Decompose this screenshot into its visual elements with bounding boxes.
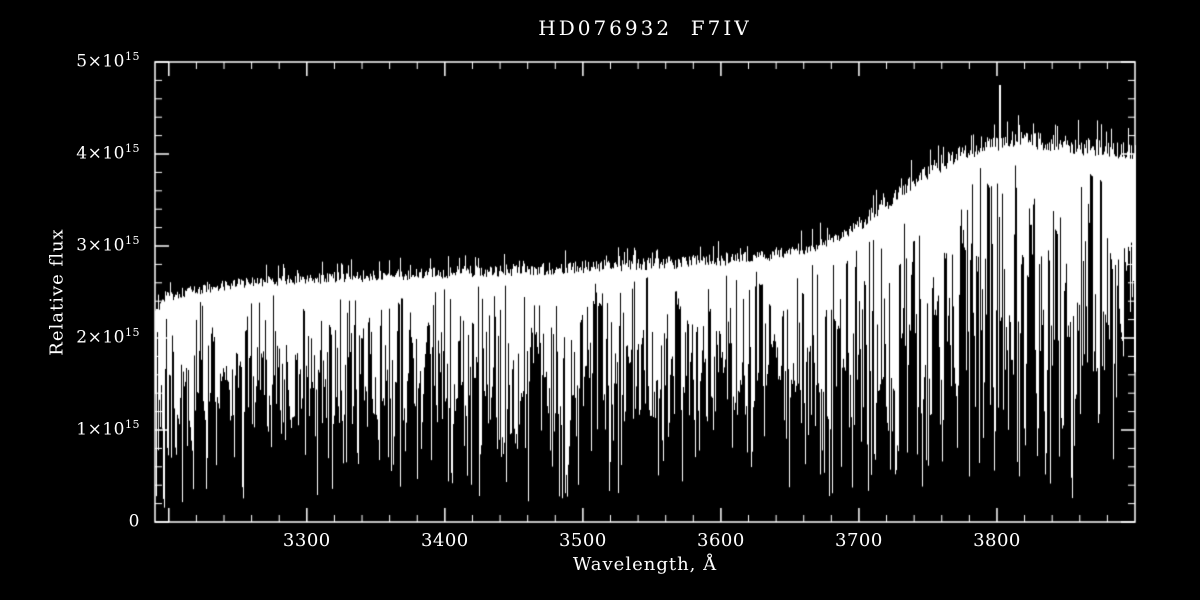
tick-mantissa: 0 xyxy=(128,511,140,532)
tick-exponent: 15 xyxy=(125,326,140,340)
x-axis-tick-label: 3500 xyxy=(558,530,607,551)
y-axis-tick-label: 4×1015 xyxy=(76,142,140,164)
y-axis-tick-label: 2×1015 xyxy=(76,326,140,348)
x-axis-tick-label: 3300 xyxy=(282,530,331,551)
tick-exponent: 15 xyxy=(125,50,140,64)
tick-mantissa: 2×10 xyxy=(76,327,125,348)
y-axis-tick-label: 5×1015 xyxy=(76,50,140,72)
tick-mantissa: 5×10 xyxy=(76,51,125,72)
tick-mantissa: 1×10 xyxy=(76,419,125,440)
tick-mantissa: 4×10 xyxy=(76,143,125,164)
x-axis-tick-label: 3700 xyxy=(835,530,883,551)
chart-title: HD076932 F7IV xyxy=(538,16,752,40)
x-axis-tick-label: 3800 xyxy=(973,530,1021,551)
tick-exponent: 15 xyxy=(125,142,140,156)
x-axis-tick-label: 3400 xyxy=(420,530,469,551)
tick-mantissa: 3×10 xyxy=(76,235,125,256)
y-axis-tick-label: 1×1015 xyxy=(76,418,140,440)
x-axis-title: Wavelength, Å xyxy=(572,554,718,575)
tick-exponent: 15 xyxy=(125,418,140,432)
y-axis-tick-label: 0 xyxy=(129,510,140,532)
y-axis-tick-label: 3×1015 xyxy=(76,234,140,256)
tick-exponent: 15 xyxy=(125,234,140,248)
y-axis-title: Relative flux xyxy=(46,228,68,356)
x-axis-tick-label: 3600 xyxy=(697,530,745,551)
